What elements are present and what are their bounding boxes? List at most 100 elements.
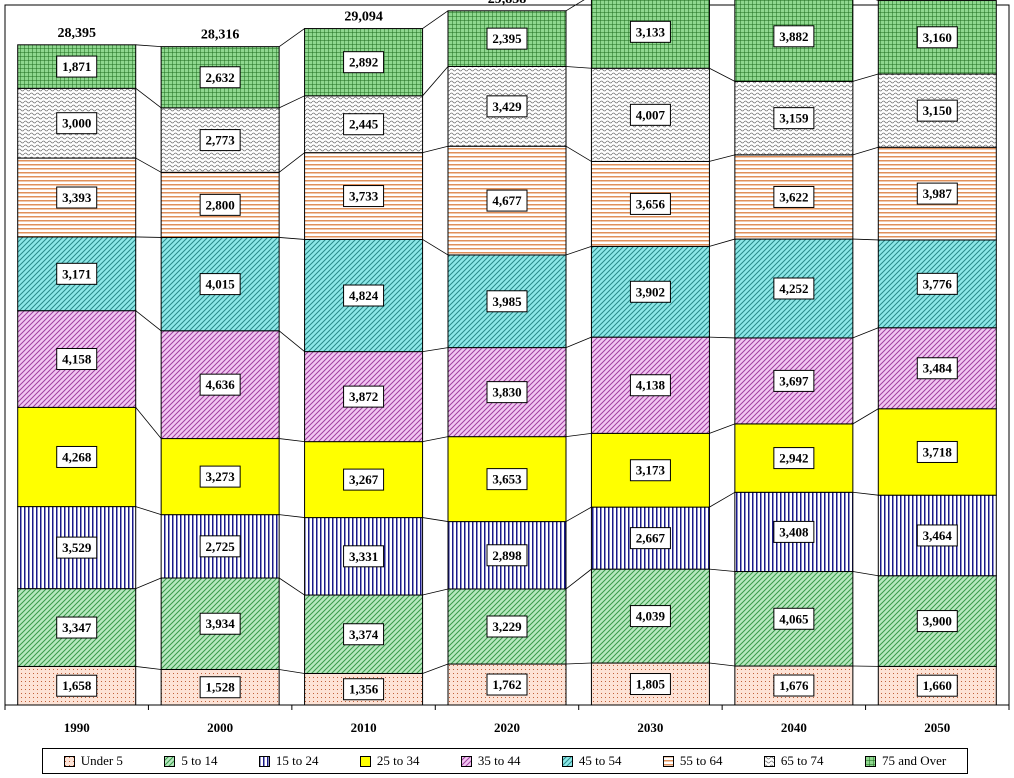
data-label-box xyxy=(629,280,671,303)
data-label-box xyxy=(343,113,385,136)
data-label: 2,445 xyxy=(349,117,379,132)
data-label-box xyxy=(916,357,958,380)
connector-line xyxy=(422,145,449,154)
data-label-box xyxy=(199,273,241,296)
data-label-box xyxy=(916,99,958,122)
data-label-box xyxy=(773,25,815,48)
data-label-box xyxy=(773,369,815,392)
connector-line xyxy=(565,246,592,256)
data-label: 3,484 xyxy=(923,361,953,376)
data-label-box xyxy=(343,545,385,568)
category-label: 2010 xyxy=(351,720,377,735)
legend-swatch xyxy=(63,755,75,767)
connector-line xyxy=(852,491,879,496)
legend-swatch xyxy=(359,755,371,767)
connector-line xyxy=(278,330,305,352)
data-label: 3,173 xyxy=(636,463,666,478)
data-label: 4,158 xyxy=(62,352,92,367)
legend-item: 35 to 44 xyxy=(460,753,521,769)
data-label: 3,718 xyxy=(923,444,953,459)
data-label-box xyxy=(199,535,241,558)
connector-line xyxy=(565,145,592,162)
data-label: 3,347 xyxy=(62,620,92,635)
data-label: 3,229 xyxy=(492,619,522,634)
data-label: 2,800 xyxy=(206,197,235,212)
connector-line xyxy=(135,666,162,670)
data-label: 3,408 xyxy=(779,524,809,539)
connector-line xyxy=(135,577,162,590)
data-label: 3,000 xyxy=(62,116,91,131)
chart-svg: 1,658 3,347 3,529 4,268 4,158 3,171 3,393 3,000… xyxy=(4,0,1010,735)
data-label-box xyxy=(773,674,815,697)
connector-line xyxy=(422,10,449,29)
connector-line xyxy=(709,154,735,162)
data-label: 1,676 xyxy=(779,678,809,693)
connector-line xyxy=(709,491,736,508)
data-label-box xyxy=(773,447,815,470)
category-label: 2040 xyxy=(781,720,807,735)
data-label-box xyxy=(773,277,815,300)
data-label-box xyxy=(773,520,815,543)
connector-line xyxy=(565,506,592,522)
data-label: 1,356 xyxy=(349,682,379,697)
data-label-box xyxy=(199,676,241,699)
connector-line xyxy=(709,423,735,434)
connector-line xyxy=(709,336,735,339)
data-label-box xyxy=(343,385,385,408)
category-label: 1990 xyxy=(64,720,90,735)
connector-line xyxy=(709,662,735,667)
connector-line xyxy=(135,157,162,173)
legend-swatch xyxy=(864,755,876,767)
legend-swatch xyxy=(662,755,674,767)
data-label: 3,776 xyxy=(923,276,953,291)
data-label: 3,529 xyxy=(62,540,92,555)
legend-item: 45 to 54 xyxy=(561,753,622,769)
data-label-box xyxy=(56,674,98,697)
legend-item: 5 to 14 xyxy=(164,753,217,769)
data-label-box xyxy=(916,610,958,633)
legend-swatch xyxy=(258,755,270,767)
connector-line xyxy=(565,568,592,590)
data-label-box xyxy=(56,186,98,209)
data-label-box xyxy=(56,348,98,371)
connector-line xyxy=(709,67,736,82)
data-label: 3,882 xyxy=(779,29,808,44)
connector-line xyxy=(135,407,162,439)
data-label: 4,252 xyxy=(779,281,808,296)
data-label: 3,985 xyxy=(492,294,522,309)
data-label: 3,900 xyxy=(923,614,952,629)
connector-line xyxy=(709,568,735,572)
connector-line xyxy=(875,0,879,1)
legend-swatch xyxy=(763,755,775,767)
data-label-box xyxy=(486,27,528,50)
data-label: 2,632 xyxy=(206,70,235,85)
data-label-box xyxy=(486,95,528,118)
data-label: 3,331 xyxy=(349,549,378,564)
data-label: 2,773 xyxy=(206,133,236,148)
data-label-box xyxy=(199,612,241,635)
data-label: 3,159 xyxy=(779,111,809,126)
category-label: 2050 xyxy=(924,720,950,735)
data-label-box xyxy=(629,459,671,482)
data-label: 3,429 xyxy=(492,99,522,114)
legend-item: 75 and Over xyxy=(864,753,946,769)
data-label-box xyxy=(916,524,958,547)
connector-line xyxy=(852,327,879,339)
connector-line xyxy=(422,66,449,97)
data-label: 3,150 xyxy=(923,103,952,118)
data-label-box xyxy=(486,290,528,313)
bar-segment-55-to-64 xyxy=(160,171,280,238)
data-label: 1,528 xyxy=(206,680,236,695)
connector-line xyxy=(135,44,162,48)
data-label-box xyxy=(486,189,528,212)
connector-line xyxy=(422,239,449,256)
data-label: 1,660 xyxy=(923,678,952,693)
legend-label: 25 to 34 xyxy=(376,753,420,768)
data-label-box xyxy=(199,373,241,396)
data-label-box xyxy=(629,605,671,628)
data-label: 3,697 xyxy=(779,373,809,388)
connector-line xyxy=(422,588,449,596)
connector-line xyxy=(565,66,592,69)
connector-line xyxy=(422,517,449,522)
